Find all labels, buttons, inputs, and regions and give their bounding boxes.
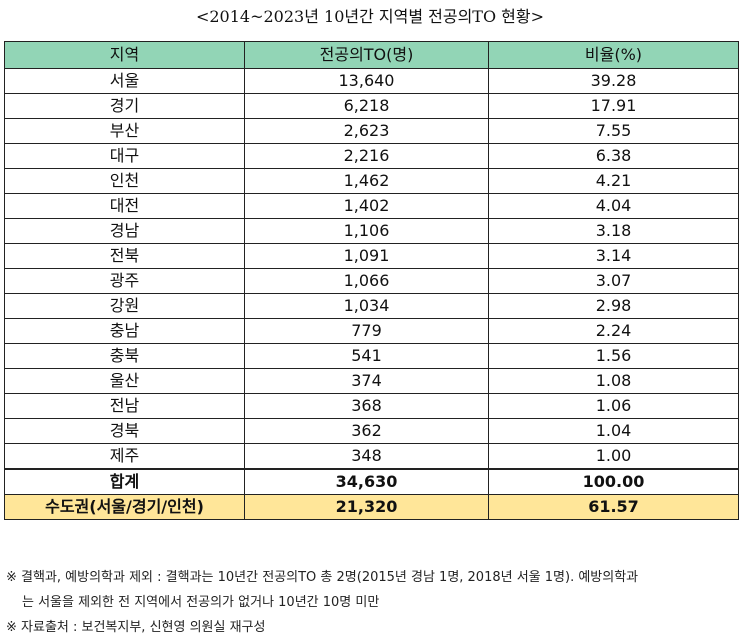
footnotes: ※ 결핵과, 예방의학과 제외 : 결핵과는 10년간 전공의TO 총 2명(2… — [6, 565, 736, 640]
page-title: <2014~2023년 10년간 지역별 전공의TO 현황> — [195, 7, 545, 26]
cell-ratio: 1.56 — [488, 343, 739, 369]
cell-ratio: 1.00 — [488, 443, 739, 470]
cell-ratio: 6.38 — [488, 143, 739, 169]
cell-region: 경북 — [4, 418, 245, 444]
cell-to-count: 1,106 — [244, 218, 489, 244]
table-row: 전남 368 1.06 — [4, 393, 739, 419]
total-row: 합계 34,630 100.00 — [4, 468, 739, 495]
table-row: 충남 779 2.24 — [4, 318, 739, 344]
cell-ratio: 1.08 — [488, 368, 739, 394]
header-to-count: 전공의TO(명) — [244, 41, 489, 69]
table-row: 대전 1,402 4.04 — [4, 193, 739, 219]
total-label: 합계 — [4, 468, 245, 495]
table-row: 전북 1,091 3.14 — [4, 243, 739, 269]
cell-to-count: 1,066 — [244, 268, 489, 294]
capital-area-row: 수도권(서울/경기/인천) 21,320 61.57 — [4, 494, 739, 520]
table-header-row: 지역 전공의TO(명) 비율(%) — [4, 41, 739, 69]
cell-region: 대전 — [4, 193, 245, 219]
cell-ratio: 2.24 — [488, 318, 739, 344]
cell-region: 부산 — [4, 118, 245, 144]
cell-to-count: 368 — [244, 393, 489, 419]
table-row: 부산 2,623 7.55 — [4, 118, 739, 144]
cell-ratio: 4.04 — [488, 193, 739, 219]
cell-region: 경기 — [4, 93, 245, 119]
cell-to-count: 2,216 — [244, 143, 489, 169]
cell-ratio: 3.07 — [488, 268, 739, 294]
cell-ratio: 2.98 — [488, 293, 739, 319]
cell-ratio: 3.18 — [488, 218, 739, 244]
cell-region: 울산 — [4, 368, 245, 394]
cell-to-count: 362 — [244, 418, 489, 444]
cell-to-count: 541 — [244, 343, 489, 369]
cell-region: 전북 — [4, 243, 245, 269]
cell-region: 제주 — [4, 443, 245, 470]
cell-ratio: 39.28 — [488, 68, 739, 94]
table-row: 대구 2,216 6.38 — [4, 143, 739, 169]
cell-region: 광주 — [4, 268, 245, 294]
table-row: 제주 348 1.00 — [4, 443, 739, 470]
cell-to-count: 1,034 — [244, 293, 489, 319]
table-row: 광주 1,066 3.07 — [4, 268, 739, 294]
capital-area-ratio: 61.57 — [488, 494, 739, 520]
footnote-exclusion-continued: 는 서울을 제외한 전 지역에서 전공의가 없거나 10년간 10명 미만 — [22, 595, 380, 610]
table-row: 강원 1,034 2.98 — [4, 293, 739, 319]
cell-ratio: 1.04 — [488, 418, 739, 444]
cell-region: 전남 — [4, 393, 245, 419]
cell-region: 충북 — [4, 343, 245, 369]
cell-to-count: 13,640 — [244, 68, 489, 94]
cell-to-count: 1,402 — [244, 193, 489, 219]
table-row: 경남 1,106 3.18 — [4, 218, 739, 244]
table-row: 인천 1,462 4.21 — [4, 168, 739, 194]
region-to-table: 지역 전공의TO(명) 비율(%) 서울 13,640 39.28 경기 6,2… — [4, 41, 739, 520]
cell-ratio: 4.21 — [488, 168, 739, 194]
footnote-source: ※ 자료출처 : 보건복지부, 신현영 의원실 재구성 — [6, 620, 266, 635]
cell-to-count: 6,218 — [244, 93, 489, 119]
cell-region: 대구 — [4, 143, 245, 169]
table-row: 경북 362 1.04 — [4, 418, 739, 444]
footnote-exclusion: ※ 결핵과, 예방의학과 제외 : 결핵과는 10년간 전공의TO 총 2명(2… — [6, 570, 639, 585]
cell-region: 충남 — [4, 318, 245, 344]
cell-to-count: 374 — [244, 368, 489, 394]
table-row: 울산 374 1.08 — [4, 368, 739, 394]
cell-to-count: 1,091 — [244, 243, 489, 269]
cell-region: 인천 — [4, 168, 245, 194]
capital-area-label: 수도권(서울/경기/인천) — [4, 494, 245, 520]
cell-ratio: 7.55 — [488, 118, 739, 144]
table-row: 충북 541 1.56 — [4, 343, 739, 369]
cell-to-count: 348 — [244, 443, 489, 470]
cell-ratio: 1.06 — [488, 393, 739, 419]
header-ratio: 비율(%) — [488, 41, 739, 69]
capital-area-to-count: 21,320 — [244, 494, 489, 520]
cell-ratio: 3.14 — [488, 243, 739, 269]
cell-to-count: 2,623 — [244, 118, 489, 144]
table-row: 경기 6,218 17.91 — [4, 93, 739, 119]
total-ratio: 100.00 — [488, 468, 739, 495]
cell-ratio: 17.91 — [488, 93, 739, 119]
cell-region: 서울 — [4, 68, 245, 94]
cell-region: 강원 — [4, 293, 245, 319]
cell-to-count: 779 — [244, 318, 489, 344]
cell-to-count: 1,462 — [244, 168, 489, 194]
total-to-count: 34,630 — [244, 468, 489, 495]
table-row: 서울 13,640 39.28 — [4, 68, 739, 94]
cell-region: 경남 — [4, 218, 245, 244]
header-region: 지역 — [4, 41, 245, 69]
